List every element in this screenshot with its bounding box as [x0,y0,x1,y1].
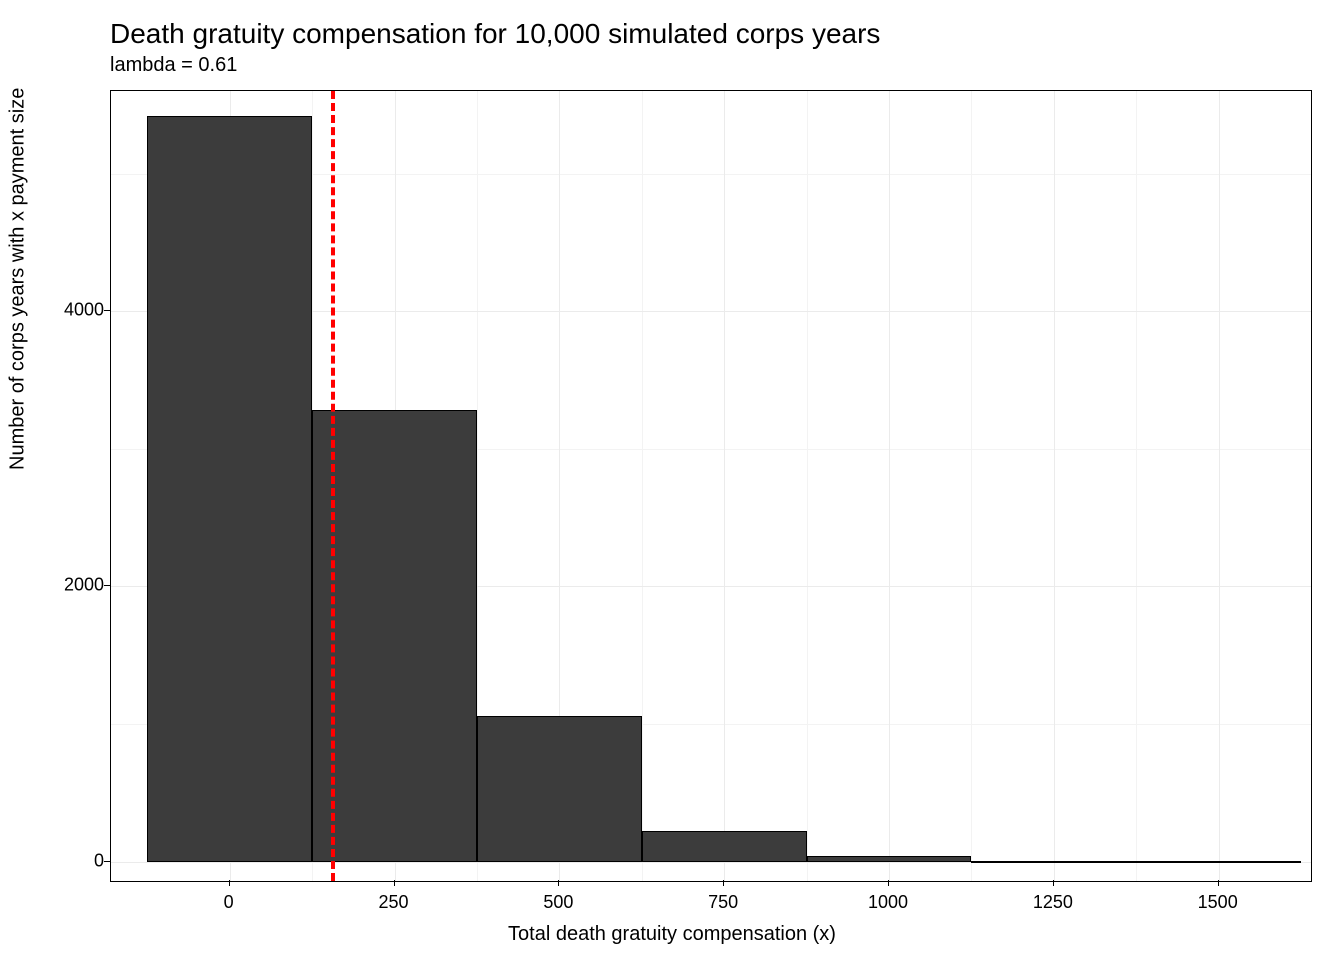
x-tick [558,880,559,886]
y-axis-label: Number of corps years with x payment siz… [7,88,30,470]
figure: Death gratuity compensation for 10,000 s… [0,0,1344,960]
x-tick-label: 0 [224,892,234,913]
histogram-bar [807,856,972,862]
x-tick [394,880,395,886]
x-tick-label: 1250 [1033,892,1073,913]
chart-subtitle: lambda = 0.61 [110,54,237,77]
histogram-bar [642,831,807,861]
x-axis-label: Total death gratuity compensation (x) [0,923,1344,946]
y-tick-label: 4000 [64,300,104,321]
grid-vertical-minor [971,91,972,881]
grid-vertical-minor [1136,91,1137,881]
grid-vertical [1054,91,1055,881]
y-tick-label: 2000 [64,575,104,596]
grid-vertical [724,91,725,881]
histogram-bar [1136,861,1301,863]
x-tick [888,880,889,886]
y-tick [104,310,110,311]
histogram-bar [312,410,477,861]
y-tick [104,861,110,862]
histogram-bar [147,116,312,862]
x-tick [1053,880,1054,886]
mean-vline [331,91,335,881]
grid-vertical-minor [807,91,808,881]
grid-vertical [889,91,890,881]
grid-vertical [1219,91,1220,881]
plot-panel [110,90,1312,882]
chart-title: Death gratuity compensation for 10,000 s… [110,18,880,50]
x-tick-label: 750 [708,892,738,913]
histogram-bar [477,716,642,862]
x-tick-label: 250 [378,892,408,913]
y-tick-label: 0 [94,850,104,871]
x-tick [723,880,724,886]
y-tick [104,585,110,586]
histogram-bar [971,861,1136,863]
x-tick-label: 500 [543,892,573,913]
x-tick [1218,880,1219,886]
x-tick [229,880,230,886]
x-tick-label: 1000 [868,892,908,913]
grid-vertical-minor [642,91,643,881]
x-tick-label: 1500 [1198,892,1238,913]
